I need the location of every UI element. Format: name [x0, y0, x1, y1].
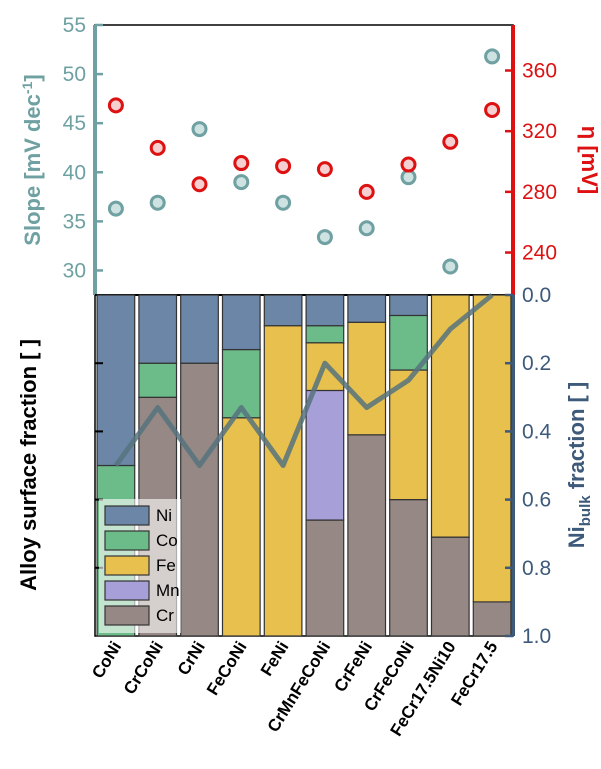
- category-label-crfeni: CrFeNi: [330, 638, 376, 695]
- legend-swatch-cr: [104, 605, 150, 626]
- bar-fe-crfeni: [347, 321, 387, 436]
- eta-point-crconi: [149, 139, 166, 156]
- bar-fe-fecr17.5ni10: [430, 294, 470, 538]
- ni-bulk-polyline: [113, 293, 494, 468]
- bar-cr-fecr17.5ni10: [430, 536, 470, 637]
- slope-point-coni: [107, 200, 124, 217]
- nibulk-tick-label-0.6: 0.6: [522, 489, 551, 512]
- slope-point-crfeni: [358, 220, 375, 237]
- legend-label-fe: Fe: [156, 556, 176, 575]
- category-label-coni: CoNi: [88, 638, 125, 682]
- surface-fraction-axis-title: Alloy surface fraction [ ]: [16, 339, 41, 591]
- slope-point-feni: [275, 194, 292, 211]
- eta-point-feni: [275, 158, 292, 175]
- slope-point-crni: [191, 121, 208, 138]
- bar-ni-feni: [263, 294, 303, 327]
- category-label-feconi: FeCoNi: [203, 638, 251, 699]
- bar-mn-crmnfeconi: [305, 389, 345, 521]
- legend-swatch-fe: [104, 555, 150, 576]
- bar-co-crmnfeconi: [305, 325, 345, 344]
- slope-point-crconi: [149, 194, 166, 211]
- eta-tick-label-280: 280: [522, 181, 557, 204]
- bar-cr-crni: [180, 362, 219, 637]
- nibulk-tick-label-0.2: 0.2: [522, 352, 551, 375]
- legend-label-ni: Ni: [156, 506, 172, 525]
- scatter-points: [107, 48, 501, 275]
- eta-point-crfeni: [358, 183, 375, 200]
- eta-point-feconi: [233, 155, 250, 172]
- legend-swatch-mn: [104, 580, 150, 601]
- slope-point-fecr17.5: [484, 48, 501, 65]
- slope-point-crfeconi: [400, 169, 417, 186]
- legend: Ni Co Fe Mn Cr: [99, 499, 181, 633]
- nibulk-tick-label-0.4: 0.4: [522, 420, 552, 443]
- eta-tick-label-320: 320: [522, 120, 557, 143]
- eta-point-fecr17.5ni10: [442, 133, 459, 150]
- bar-fe-crmnfeconi: [305, 342, 345, 392]
- legend-label-co: Co: [156, 531, 178, 550]
- slope-tick-label-45: 45: [63, 112, 86, 135]
- eta-tick-label-360: 360: [522, 60, 557, 83]
- eta-axis-title: η [mV]: [577, 126, 601, 194]
- bar-ni-crfeconi: [389, 294, 428, 317]
- legend-label-mn: Mn: [156, 581, 180, 600]
- bar-ni-coni: [96, 294, 136, 467]
- slope-tick-label-40: 40: [63, 161, 86, 184]
- eta-point-coni: [107, 97, 124, 114]
- bar-fe-feni: [263, 325, 303, 637]
- bar-fe-feconi: [221, 417, 261, 637]
- slope-point-fecr17.5ni10: [442, 258, 459, 275]
- bar-ni-crfeni: [347, 294, 387, 323]
- slope-axis-title: Slope [mV dec-1]: [19, 74, 45, 245]
- ni-bulk-line: [113, 293, 494, 468]
- bar-co-crconi: [138, 362, 178, 398]
- slope-tick-label-50: 50: [63, 63, 86, 86]
- slope-tick-label-30: 30: [63, 259, 86, 282]
- slope-point-feconi: [233, 174, 250, 191]
- legend-swatch-ni: [104, 505, 150, 526]
- bar-cr-crmnfeconi: [305, 519, 345, 637]
- slope-tick-label-35: 35: [63, 210, 86, 233]
- eta-point-crni: [191, 176, 208, 193]
- legend-swatch-co: [104, 530, 150, 551]
- eta-tick-label-240: 240: [522, 242, 557, 265]
- slope-point-crmnfeconi: [316, 229, 333, 246]
- stacked-bars: [96, 294, 512, 637]
- bar-fe-crfeconi: [389, 369, 428, 501]
- nibulk-tick-label-1.0: 1.0: [522, 625, 551, 648]
- bar-cr-fecr17.5: [472, 601, 512, 637]
- eta-point-fecr17.5: [484, 101, 501, 118]
- eta-point-crfeconi: [400, 156, 417, 173]
- bar-fe-fecr17.5: [472, 294, 512, 603]
- nibulk-tick-label-0.0: 0.0: [522, 284, 551, 307]
- bar-ni-crni: [180, 294, 219, 364]
- nibulk-tick-label-0.8: 0.8: [522, 557, 551, 580]
- legend-label-cr: Cr: [156, 606, 174, 625]
- bar-ni-crconi: [138, 294, 178, 364]
- category-label-crni: CrNi: [174, 638, 209, 679]
- eta-point-crmnfeconi: [316, 161, 333, 178]
- category-label-crconi: CrCoNi: [120, 638, 167, 698]
- bar-cr-crfeni: [347, 434, 387, 637]
- bar-cr-crfeconi: [389, 499, 428, 637]
- slope-tick-label-55: 55: [63, 14, 86, 37]
- category-label-feni: FeNi: [257, 638, 293, 679]
- axis-ticks: 30 35 40 45 50 55 240 280 320 360 0.0 0.2 0.4 0.6 0.8 1…: [63, 14, 557, 648]
- bar-ni-crmnfeconi: [305, 294, 345, 327]
- bar-ni-feconi: [221, 294, 261, 351]
- ni-bulk-axis-title: Nibulk fraction [ ]: [564, 382, 594, 549]
